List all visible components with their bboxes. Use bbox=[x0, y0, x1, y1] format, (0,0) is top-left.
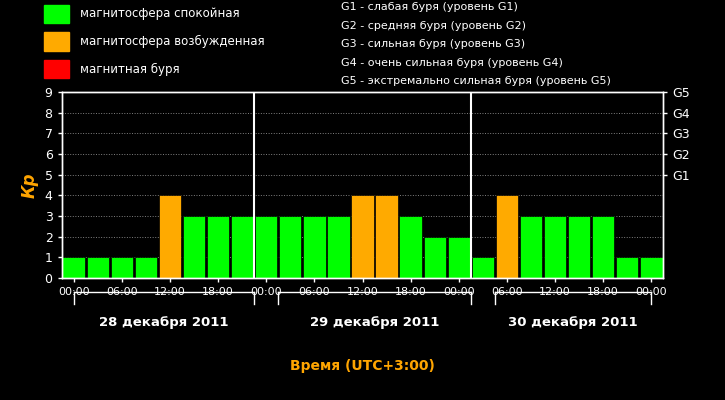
Bar bbox=[183, 216, 205, 278]
Bar bbox=[255, 216, 278, 278]
Text: магнитная буря: магнитная буря bbox=[80, 62, 179, 76]
Bar bbox=[423, 237, 446, 278]
Bar bbox=[472, 257, 494, 278]
Text: 28 декабря 2011: 28 декабря 2011 bbox=[99, 316, 228, 329]
Bar bbox=[568, 216, 590, 278]
Bar bbox=[447, 237, 470, 278]
Text: 30 декабря 2011: 30 декабря 2011 bbox=[508, 316, 638, 329]
Bar bbox=[544, 216, 566, 278]
Bar bbox=[135, 257, 157, 278]
Text: магнитосфера спокойная: магнитосфера спокойная bbox=[80, 7, 239, 20]
Bar bbox=[327, 216, 349, 278]
Bar bbox=[303, 216, 326, 278]
Bar bbox=[616, 257, 639, 278]
Bar bbox=[62, 257, 85, 278]
Text: 29 декабря 2011: 29 декабря 2011 bbox=[310, 316, 439, 329]
Bar bbox=[231, 216, 253, 278]
Bar bbox=[86, 257, 109, 278]
Bar bbox=[399, 216, 422, 278]
Text: G3 - сильная буря (уровень G3): G3 - сильная буря (уровень G3) bbox=[341, 39, 525, 49]
Bar bbox=[207, 216, 229, 278]
Bar bbox=[279, 216, 302, 278]
Bar bbox=[44, 60, 69, 78]
Bar bbox=[592, 216, 614, 278]
Text: магнитосфера возбужденная: магнитосфера возбужденная bbox=[80, 35, 265, 48]
Bar bbox=[111, 257, 133, 278]
Text: G4 - очень сильная буря (уровень G4): G4 - очень сильная буря (уровень G4) bbox=[341, 58, 563, 68]
Bar bbox=[640, 257, 663, 278]
Text: G5 - экстремально сильная буря (уровень G5): G5 - экстремально сильная буря (уровень … bbox=[341, 76, 610, 86]
Bar bbox=[376, 195, 398, 278]
Bar bbox=[159, 195, 181, 278]
Bar bbox=[496, 195, 518, 278]
Bar bbox=[44, 5, 69, 23]
Bar bbox=[520, 216, 542, 278]
Text: Время (UTC+3:00): Время (UTC+3:00) bbox=[290, 358, 435, 373]
Bar bbox=[352, 195, 373, 278]
Text: G1 - слабая буря (уровень G1): G1 - слабая буря (уровень G1) bbox=[341, 2, 518, 12]
Bar bbox=[44, 32, 69, 51]
Text: G2 - средняя буря (уровень G2): G2 - средняя буря (уровень G2) bbox=[341, 21, 526, 31]
Y-axis label: Кр: Кр bbox=[21, 172, 39, 198]
